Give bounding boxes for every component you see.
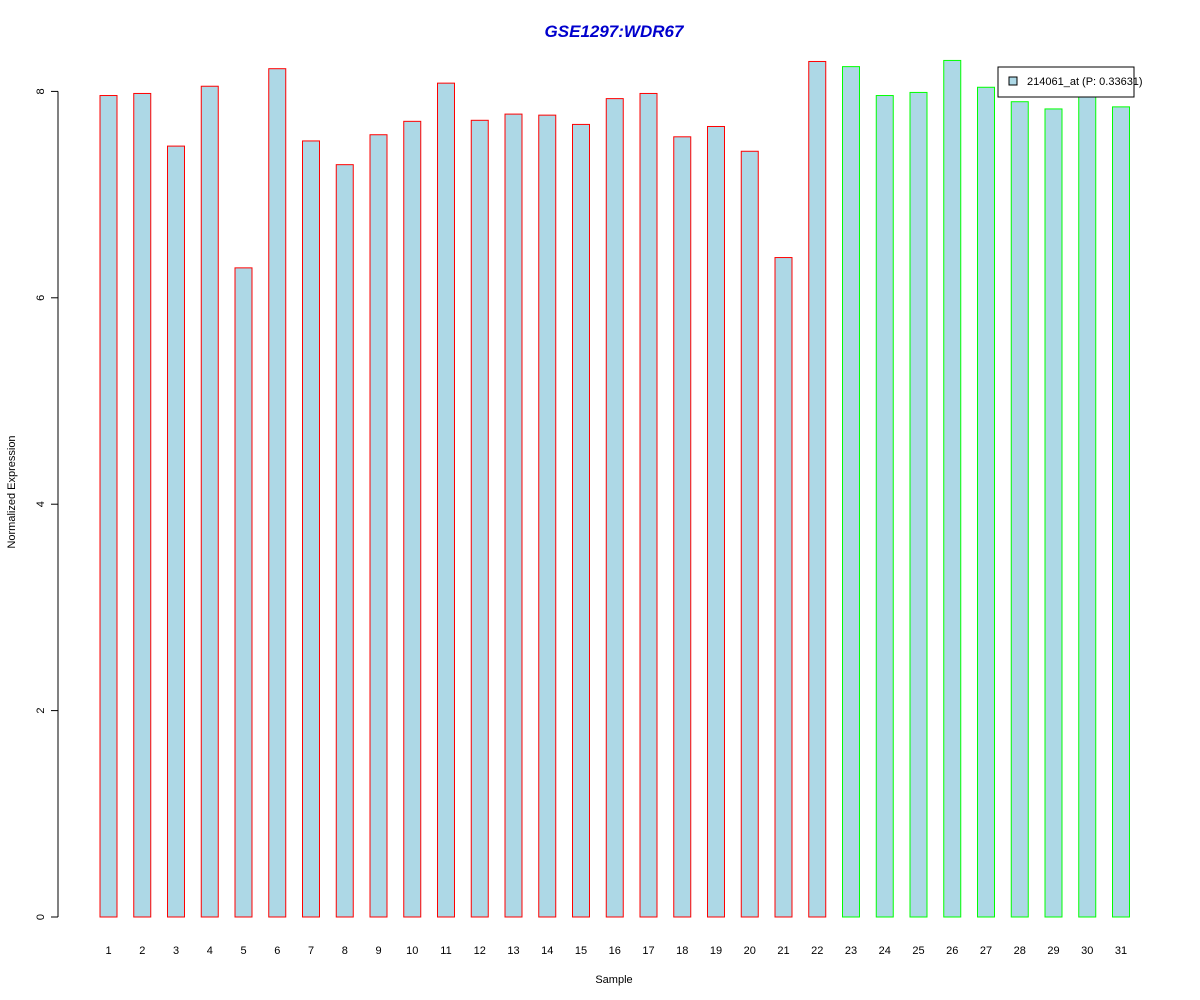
- x-axis-tick-label: 24: [879, 945, 891, 957]
- x-axis-tick-label: 12: [474, 945, 486, 957]
- bar-sample-25: [909, 91, 928, 918]
- bar-sample-5: [234, 267, 253, 918]
- x-axis-tick-label: 21: [777, 945, 789, 957]
- legend: 214061_at (P: 0.33631): [997, 66, 1143, 98]
- bar-sample-2: [133, 92, 152, 918]
- bar-sample-30: [1078, 94, 1097, 918]
- legend-swatch: [1008, 76, 1018, 86]
- chart-title: GSE1297:WDR67: [545, 22, 685, 41]
- bar-sample-7: [302, 140, 320, 918]
- bar-sample-14: [538, 114, 557, 918]
- bar-sample-12: [470, 119, 489, 918]
- x-axis-label: Sample: [595, 974, 632, 986]
- x-axis-tick-label: 4: [207, 945, 213, 957]
- x-axis-tick-label: 11: [440, 945, 451, 957]
- bar-sample-23: [842, 66, 860, 918]
- bar-sample-26: [943, 59, 962, 918]
- y-axis-tick-label: 6: [35, 295, 47, 301]
- bars: [99, 59, 1130, 918]
- x-axis-tick-label: 17: [642, 945, 654, 957]
- x-axis-tick-label: 14: [541, 945, 553, 957]
- y-axis-tick-label: 0: [35, 914, 47, 920]
- x-axis-tick-label: 31: [1115, 945, 1127, 957]
- x-axis-tick-label: 19: [710, 945, 722, 957]
- x-axis-tick-label: 3: [173, 945, 179, 957]
- bar-sample-31: [1112, 106, 1130, 918]
- bar-sample-1: [99, 95, 118, 918]
- bar-sample-19: [707, 125, 725, 918]
- bar-sample-9: [369, 134, 388, 918]
- bar-sample-28: [1010, 101, 1029, 918]
- y-axis-label: Normalized Expression: [6, 435, 18, 548]
- bar-sample-13: [504, 113, 523, 918]
- y-axis: 0 2 4 6 8: [35, 88, 59, 920]
- bar-sample-29: [1044, 108, 1063, 918]
- x-axis-tick-label: 26: [946, 945, 958, 957]
- bar-sample-17: [639, 92, 658, 918]
- x-axis-tick-label: 13: [507, 945, 519, 957]
- bar-sample-3: [167, 145, 185, 918]
- x-axis-tick-label: 22: [811, 945, 823, 957]
- bar-sample-8: [335, 164, 354, 918]
- x-axis-tick-label: 10: [406, 945, 418, 957]
- x-axis-tick-label: 7: [308, 945, 314, 957]
- bar-sample-22: [808, 60, 827, 918]
- x-axis-tick-label: 18: [676, 945, 688, 957]
- legend-label: 214061_at (P: 0.33631): [1027, 76, 1143, 88]
- bar-sample-16: [605, 98, 624, 918]
- y-axis-tick-label: 4: [35, 501, 47, 507]
- bar-sample-4: [200, 85, 219, 918]
- x-axis-tick-label: 5: [240, 945, 246, 957]
- x-axis-tick-label: 29: [1047, 945, 1059, 957]
- x-axis-tick-label: 8: [342, 945, 348, 957]
- x-axis-tick-label: 6: [274, 945, 280, 957]
- x-axis-tick-label: 28: [1014, 945, 1026, 957]
- x-axis-tick-label: 30: [1081, 945, 1093, 957]
- bar-sample-24: [875, 95, 894, 918]
- x-axis-tick-labels: 1 2 3 4 5 6 7 8 9 10 11 12 13 14 15 16 17 18 19 20 21 22 23 24 2…: [105, 945, 1127, 957]
- y-axis-tick-label: 2: [35, 708, 47, 714]
- bar-sample-6: [268, 68, 287, 918]
- bar-sample-20: [740, 150, 759, 918]
- y-axis-tick-label: 8: [35, 88, 47, 94]
- x-axis-tick-label: 23: [845, 945, 857, 957]
- x-axis-tick-label: 15: [575, 945, 587, 957]
- legend-box: [997, 66, 1135, 98]
- x-axis-tick-label: 25: [912, 945, 924, 957]
- bar-sample-15: [572, 123, 590, 918]
- bar-sample-21: [774, 257, 793, 918]
- x-axis-tick-label: 16: [609, 945, 621, 957]
- x-axis-tick-label: 9: [375, 945, 381, 957]
- x-axis-tick-label: 1: [105, 945, 111, 957]
- bar-sample-27: [977, 86, 995, 918]
- bar-sample-11: [437, 82, 455, 918]
- x-axis-tick-label: 27: [980, 945, 992, 957]
- bar-sample-18: [673, 136, 692, 918]
- bar-sample-10: [403, 120, 422, 918]
- x-axis-tick-label: 20: [744, 945, 756, 957]
- x-axis-tick-label: 2: [139, 945, 145, 957]
